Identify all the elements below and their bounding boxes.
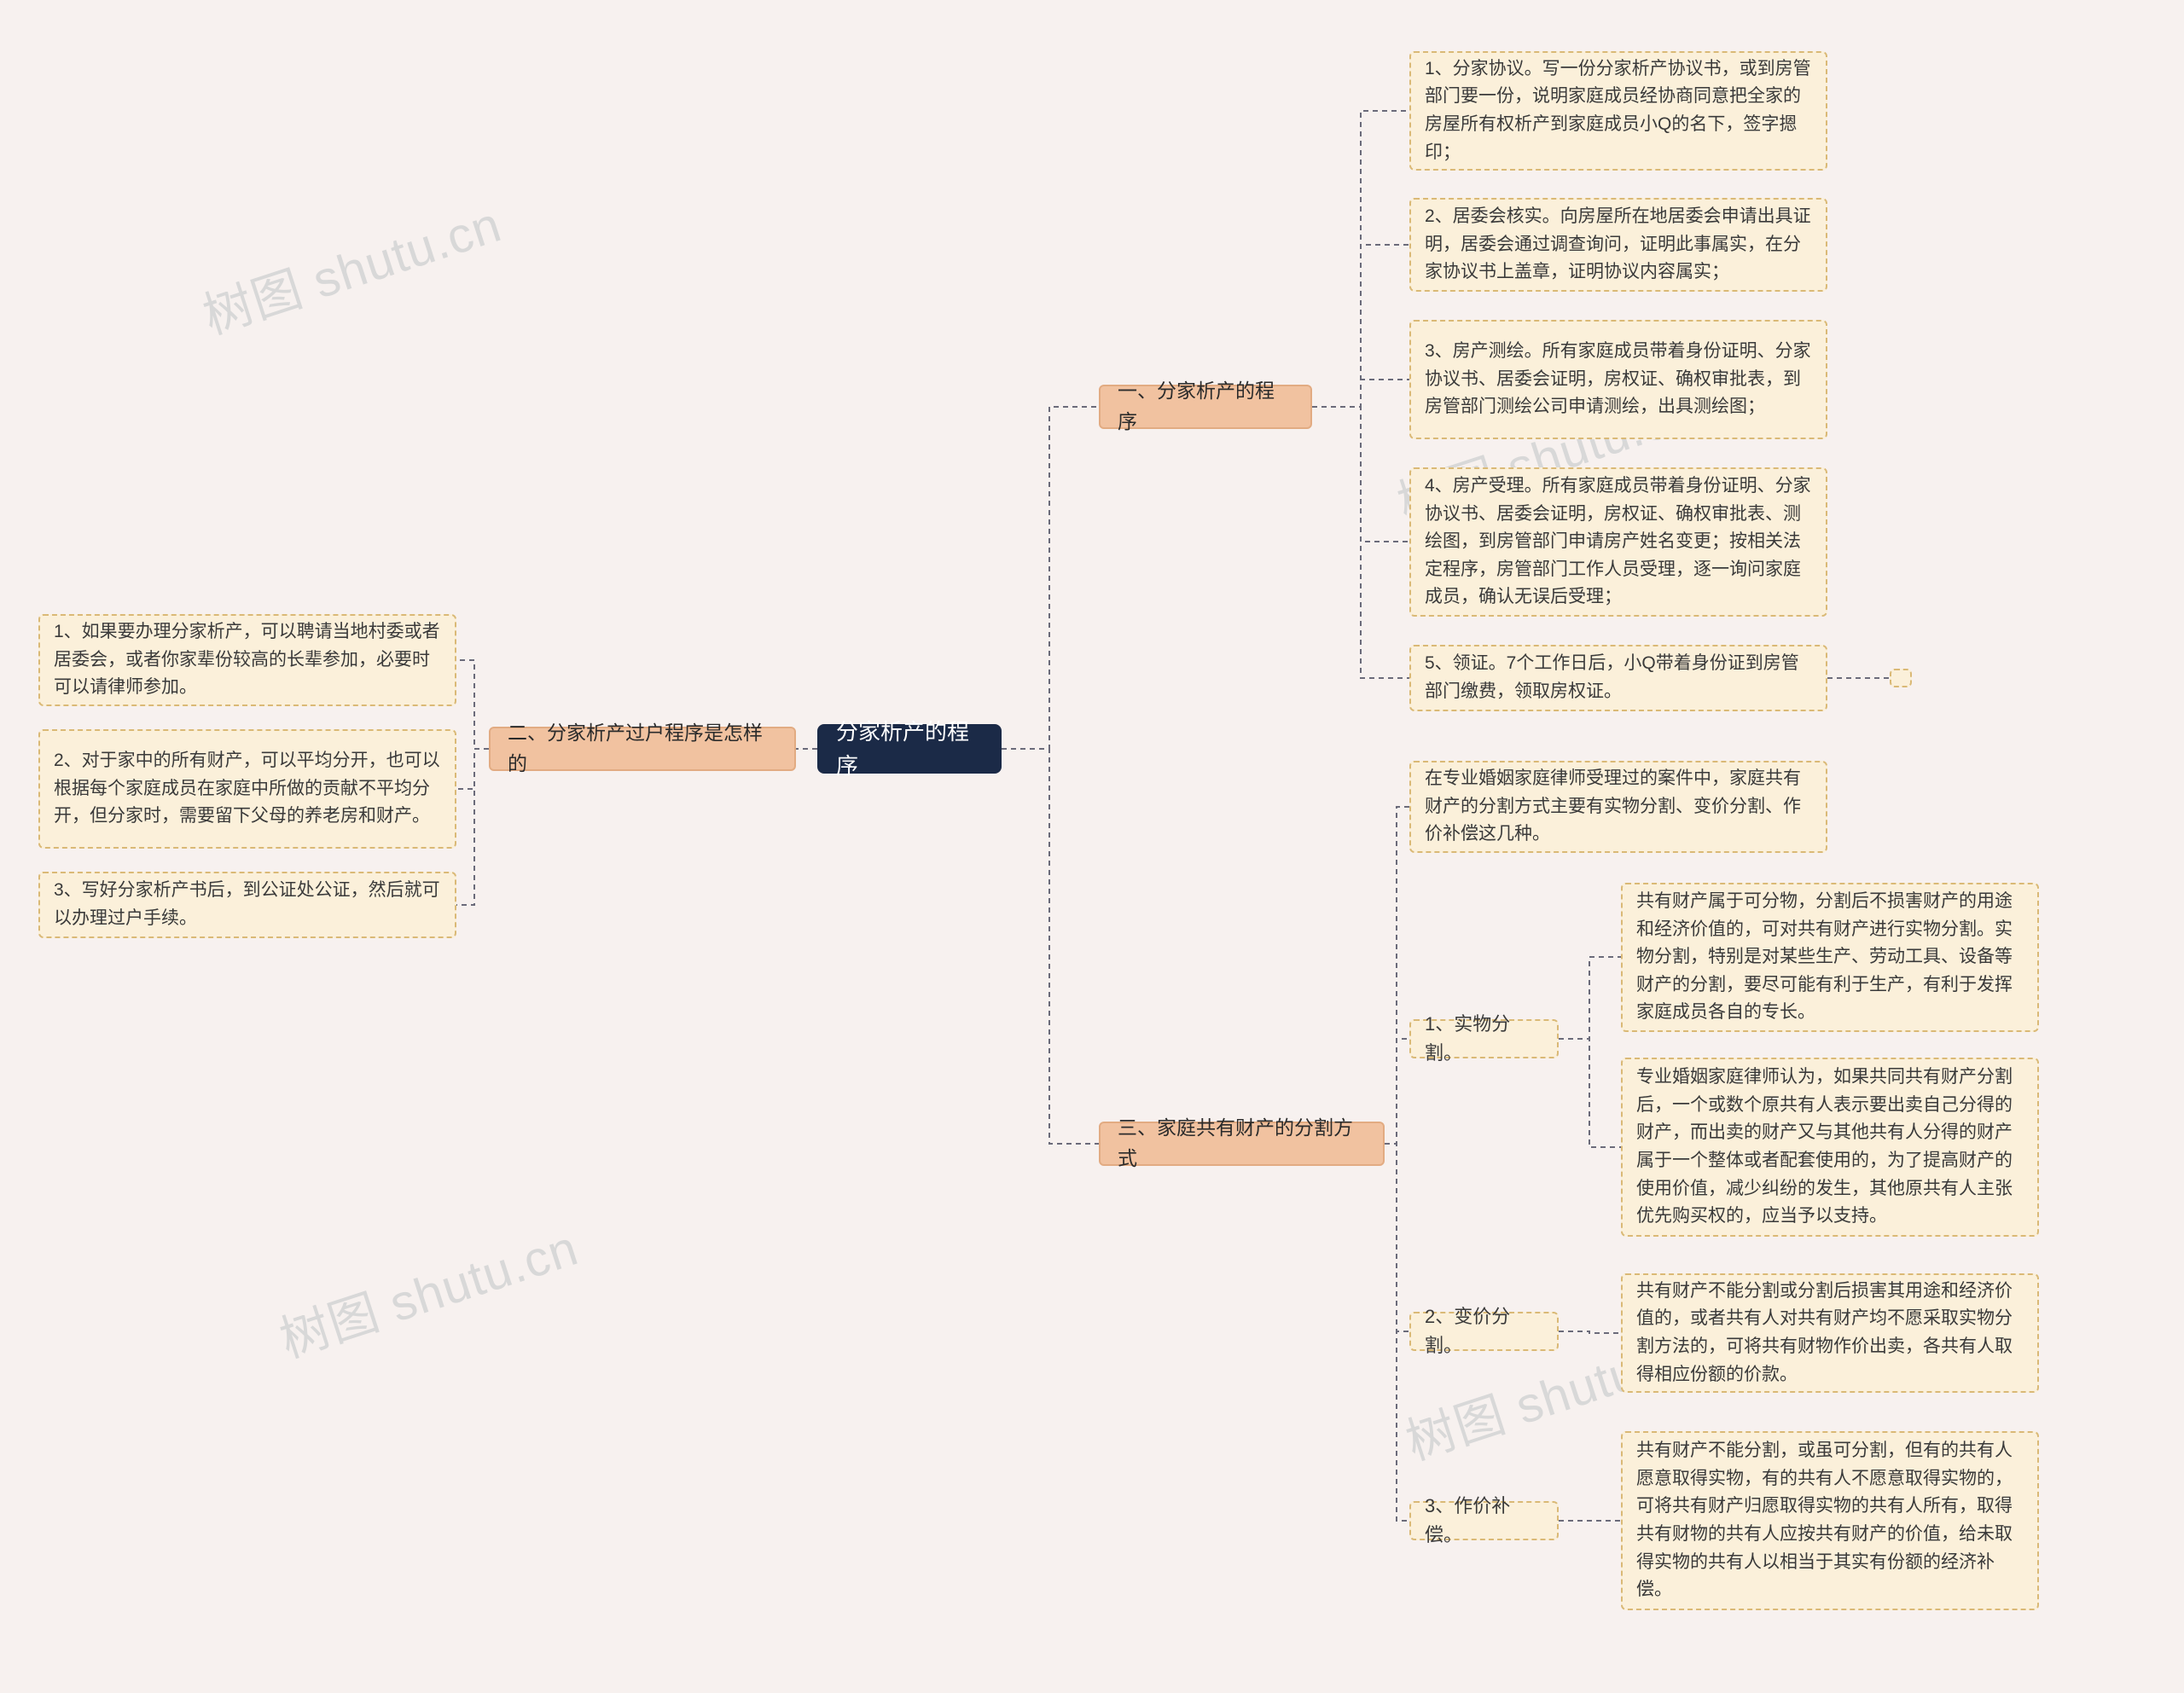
leaf-b1-4[interactable]: 4、房产受理。所有家庭成员带着身份证明、分家协议书、居委会证明，房权证、确权审批… bbox=[1409, 467, 1827, 617]
branch-3[interactable]: 三、家庭共有财产的分割方式 bbox=[1099, 1122, 1385, 1166]
subbranch-b3-1[interactable]: 1、实物分割。 bbox=[1409, 1019, 1559, 1058]
leaf-b1-5-extra[interactable] bbox=[1890, 669, 1912, 687]
branch-1[interactable]: 一、分家析产的程序 bbox=[1099, 385, 1312, 429]
leaf-b1-2[interactable]: 2、居委会核实。向房屋所在地居委会申请出具证明，居委会通过调查询问，证明此事属实… bbox=[1409, 198, 1827, 292]
subbranch-b3-2[interactable]: 2、变价分割。 bbox=[1409, 1312, 1559, 1351]
leaf-b2-2[interactable]: 2、对于家中的所有财产，可以平均分开，也可以根据每个家庭成员在家庭中所做的贡献不… bbox=[38, 729, 456, 849]
leaf-b1-3[interactable]: 3、房产测绘。所有家庭成员带着身份证明、分家协议书、居委会证明，房权证、确权审批… bbox=[1409, 320, 1827, 439]
subbranch-b3-3[interactable]: 3、作价补偿。 bbox=[1409, 1501, 1559, 1540]
leaf-b1-1[interactable]: 1、分家协议。写一份分家析产协议书，或到房管部门要一份，说明家庭成员经协商同意把… bbox=[1409, 51, 1827, 171]
watermark: 树图 shutu.cn bbox=[193, 184, 509, 348]
leaf-b3s3-1[interactable]: 共有财产不能分割，或虽可分割，但有的共有人愿意取得实物，有的共有人不愿意取得实物… bbox=[1621, 1431, 2039, 1610]
root-node[interactable]: 分家析产的程序 bbox=[817, 724, 1002, 774]
leaf-b3-intro[interactable]: 在专业婚姻家庭律师受理过的案件中，家庭共有财产的分割方式主要有实物分割、变价分割… bbox=[1409, 761, 1827, 853]
branch-2[interactable]: 二、分家析产过户程序是怎样的 bbox=[489, 727, 796, 771]
leaf-b2-1[interactable]: 1、如果要办理分家析产，可以聘请当地村委或者居委会，或者你家辈份较高的长辈参加，… bbox=[38, 614, 456, 706]
leaf-b1-5[interactable]: 5、领证。7个工作日后，小Q带着身份证到房管部门缴费，领取房权证。 bbox=[1409, 645, 1827, 711]
leaf-b3s2-1[interactable]: 共有财产不能分割或分割后损害其用途和经济价值的，或者共有人对共有财产均不愿采取实… bbox=[1621, 1273, 2039, 1393]
leaf-b3s1-1[interactable]: 共有财产属于可分物，分割后不损害财产的用途和经济价值的，可对共有财产进行实物分割… bbox=[1621, 883, 2039, 1032]
leaf-b3s1-2[interactable]: 专业婚姻家庭律师认为，如果共同共有财产分割后，一个或数个原共有人表示要出卖自己分… bbox=[1621, 1058, 2039, 1237]
watermark: 树图 shutu.cn bbox=[270, 1208, 586, 1371]
leaf-b2-3[interactable]: 3、写好分家析产书后，到公证处公证，然后就可以办理过户手续。 bbox=[38, 872, 456, 938]
